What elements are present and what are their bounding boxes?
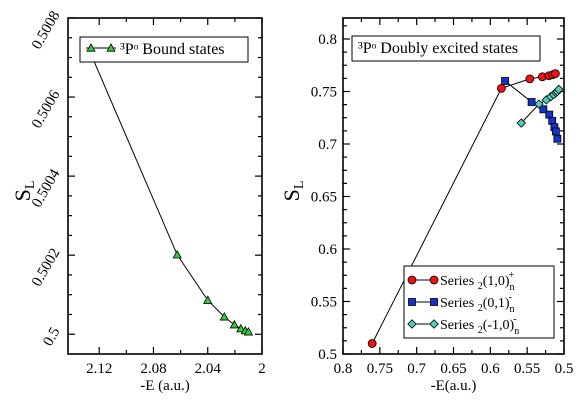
data-point xyxy=(219,312,229,321)
legend-label: Series 2(1,0)n+ xyxy=(440,270,515,293)
series-1 xyxy=(367,69,560,348)
legend-marker xyxy=(429,275,439,285)
legend: Series 2(1,0)n+Series 2(0,1)n-Series 2(-… xyxy=(403,265,555,339)
x-axis-label: -E (a.u.) xyxy=(140,378,190,394)
legend-label-pre: 2 xyxy=(478,325,483,336)
y-axis-label-main: S xyxy=(279,189,304,201)
legend-marker xyxy=(106,43,116,52)
panel-2: 0.8 0.75 0.7 0.65 0.6 0.55 0.5 0.5 0.55 0.6 0.65 0.… xyxy=(279,17,574,394)
y-axis-label-sub: L xyxy=(292,181,307,190)
data-point xyxy=(527,98,536,106)
legend-label-sub: n xyxy=(514,326,519,337)
legend-label-sup: + xyxy=(509,270,515,281)
x-tick-label: 2.08 xyxy=(140,361,166,377)
y-tick-label: 0.5 xyxy=(40,325,63,349)
y-tick-label: 0.5002 xyxy=(29,246,63,290)
x-tick-label: 0.7 xyxy=(407,361,426,377)
legend-marker xyxy=(429,319,439,329)
data-point xyxy=(501,77,509,85)
legend-label: ³Pᵒ Bound states xyxy=(120,41,225,58)
title-frame xyxy=(351,35,541,62)
plot-frame xyxy=(67,17,263,355)
legend-label-body: (0,1) xyxy=(483,296,510,311)
legend-label-sub: n xyxy=(510,304,515,315)
legend-marker xyxy=(86,43,96,52)
title-box: ³Pᵒ Doubly excited states xyxy=(351,35,541,62)
y-axis-label-main: S xyxy=(10,189,35,201)
y-tick-label: 0.65 xyxy=(311,190,337,206)
legend-label: Series 2(0,1)n- xyxy=(440,292,515,315)
x-axis-label: -E(a.u.) xyxy=(431,378,477,394)
series-2 xyxy=(501,77,562,143)
data-point xyxy=(229,319,240,329)
y-tick-label: 0.5 xyxy=(318,347,337,363)
legend-label-sub: n xyxy=(510,282,515,293)
y-tick-label: 0.55 xyxy=(311,295,337,311)
x-tick-label: 0.6 xyxy=(481,361,500,377)
legend-label-body: (1,0) xyxy=(483,274,510,289)
legend-label-main: Series xyxy=(440,296,478,311)
data-point xyxy=(534,99,544,109)
legend-label-sup: - xyxy=(509,292,512,303)
x-tick-label: 2 xyxy=(258,361,266,377)
y-axis-label: SL xyxy=(10,181,38,202)
data-point xyxy=(539,105,548,114)
data-point xyxy=(554,84,564,95)
data-point xyxy=(525,74,535,84)
panel-1: 2.12 2.08 2.04 20.50.50020.50040.50060.5008… xyxy=(10,9,266,394)
x-tick-label: 2.04 xyxy=(195,361,222,377)
data-point xyxy=(243,327,254,336)
x-tick-label: 0.55 xyxy=(514,361,540,377)
legend-label-sup: - xyxy=(513,314,516,325)
series-3 xyxy=(516,84,564,128)
legend-marker xyxy=(408,298,416,306)
legend-label-main: Series xyxy=(440,318,478,333)
legend-label-main: Series xyxy=(440,274,478,289)
panel-title: ³Pᵒ Doubly excited states xyxy=(358,40,518,57)
y-tick-label: 0.8 xyxy=(318,32,337,48)
legend-label-body: (-1,0) xyxy=(483,318,515,333)
legend-marker xyxy=(407,275,417,285)
series-line xyxy=(504,80,558,139)
x-tick-label: 0.75 xyxy=(367,361,393,377)
x-tick-label: 2.12 xyxy=(86,361,112,377)
y-tick-label: 0.5008 xyxy=(29,9,63,53)
x-tick-label: 0.8 xyxy=(334,361,353,377)
y-axis-label-sub: L xyxy=(23,181,38,190)
data-point xyxy=(550,69,560,79)
x-tick-label: 0.65 xyxy=(440,361,466,377)
y-tick-label: 0.7 xyxy=(318,137,337,153)
legend-marker xyxy=(430,298,438,306)
data-point xyxy=(203,295,213,304)
series-1 xyxy=(87,52,254,336)
data-point xyxy=(516,118,527,128)
legend-label-pre: 2 xyxy=(478,303,483,314)
x-tick-label: 0.5 xyxy=(555,361,574,377)
y-axis-label: SL xyxy=(279,181,307,202)
legend: ³Pᵒ Bound states xyxy=(79,36,249,63)
data-point xyxy=(236,323,246,333)
legend-label: Series 2(-1,0)n- xyxy=(440,314,519,337)
data-point xyxy=(496,83,506,93)
data-point xyxy=(551,127,560,136)
data-point xyxy=(553,134,562,143)
y-tick-label: 0.5006 xyxy=(29,87,64,131)
y-tick-label: 0.6 xyxy=(318,242,337,258)
series-line xyxy=(91,57,249,333)
data-point xyxy=(367,339,377,348)
y-tick-label: 0.75 xyxy=(311,85,337,101)
legend-marker xyxy=(407,319,417,329)
legend-label-pre: 2 xyxy=(478,281,483,292)
data-point xyxy=(172,249,182,259)
